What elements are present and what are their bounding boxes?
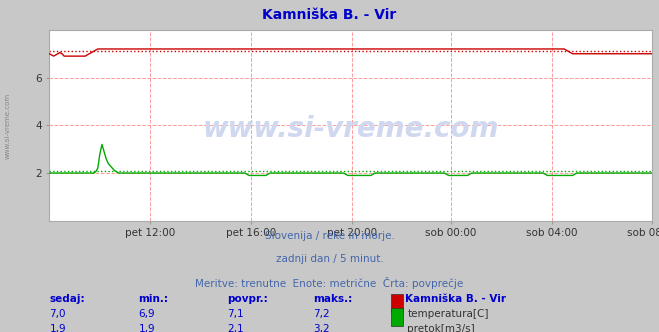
Text: Kamniška B. - Vir: Kamniška B. - Vir <box>405 294 506 304</box>
Text: 1,9: 1,9 <box>138 324 155 332</box>
Text: Meritve: trenutne  Enote: metrične  Črta: povprečje: Meritve: trenutne Enote: metrične Črta: … <box>195 277 464 289</box>
Text: zadnji dan / 5 minut.: zadnji dan / 5 minut. <box>275 254 384 264</box>
Text: 1,9: 1,9 <box>49 324 66 332</box>
Text: 3,2: 3,2 <box>313 324 330 332</box>
Text: Slovenija / reke in morje.: Slovenija / reke in morje. <box>264 231 395 241</box>
Text: 7,2: 7,2 <box>313 309 330 319</box>
Text: Kamniška B. - Vir: Kamniška B. - Vir <box>262 8 397 22</box>
Text: pretok[m3/s]: pretok[m3/s] <box>407 324 475 332</box>
Text: 2,1: 2,1 <box>227 324 244 332</box>
Text: sedaj:: sedaj: <box>49 294 85 304</box>
Text: povpr.:: povpr.: <box>227 294 268 304</box>
Text: min.:: min.: <box>138 294 169 304</box>
Text: www.si-vreme.com: www.si-vreme.com <box>5 93 11 159</box>
Text: 6,9: 6,9 <box>138 309 155 319</box>
Text: temperatura[C]: temperatura[C] <box>407 309 489 319</box>
Text: www.si-vreme.com: www.si-vreme.com <box>203 115 499 143</box>
Text: 7,1: 7,1 <box>227 309 244 319</box>
Text: maks.:: maks.: <box>313 294 353 304</box>
Text: 7,0: 7,0 <box>49 309 66 319</box>
